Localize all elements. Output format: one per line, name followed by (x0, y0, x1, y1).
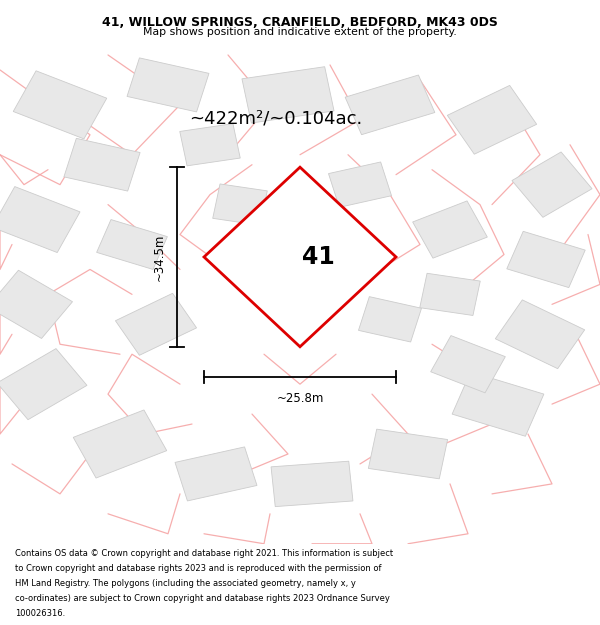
Polygon shape (496, 300, 584, 369)
Polygon shape (328, 162, 392, 208)
Text: 100026316.: 100026316. (15, 609, 65, 618)
Polygon shape (64, 138, 140, 191)
Polygon shape (204, 168, 396, 347)
Text: Map shows position and indicative extent of the property.: Map shows position and indicative extent… (143, 27, 457, 37)
Text: HM Land Registry. The polygons (including the associated geometry, namely x, y: HM Land Registry. The polygons (includin… (15, 579, 356, 587)
Polygon shape (213, 184, 267, 225)
Polygon shape (242, 67, 334, 123)
Polygon shape (345, 75, 435, 134)
Polygon shape (115, 293, 197, 355)
Polygon shape (13, 71, 107, 139)
Polygon shape (452, 372, 544, 436)
Text: Contains OS data © Crown copyright and database right 2021. This information is : Contains OS data © Crown copyright and d… (15, 549, 393, 558)
Polygon shape (180, 124, 240, 166)
Polygon shape (431, 336, 505, 393)
Polygon shape (127, 58, 209, 112)
Polygon shape (97, 219, 167, 269)
Polygon shape (73, 410, 167, 478)
Text: ~25.8m: ~25.8m (277, 392, 323, 404)
Text: 41, WILLOW SPRINGS, CRANFIELD, BEDFORD, MK43 0DS: 41, WILLOW SPRINGS, CRANFIELD, BEDFORD, … (102, 16, 498, 29)
Polygon shape (0, 349, 87, 420)
Polygon shape (175, 447, 257, 501)
Polygon shape (0, 187, 80, 253)
Polygon shape (512, 152, 592, 218)
Polygon shape (0, 270, 73, 339)
Text: ~422m²/~0.104ac.: ~422m²/~0.104ac. (190, 110, 362, 128)
Text: to Crown copyright and database rights 2023 and is reproduced with the permissio: to Crown copyright and database rights 2… (15, 564, 382, 572)
Polygon shape (420, 273, 480, 316)
Text: 41: 41 (302, 245, 334, 269)
Polygon shape (368, 429, 448, 479)
Polygon shape (271, 461, 353, 507)
Polygon shape (413, 201, 487, 258)
Polygon shape (507, 231, 585, 288)
Polygon shape (448, 86, 536, 154)
Text: co-ordinates) are subject to Crown copyright and database rights 2023 Ordnance S: co-ordinates) are subject to Crown copyr… (15, 594, 390, 602)
Text: ~34.5m: ~34.5m (153, 233, 166, 281)
Polygon shape (358, 297, 422, 342)
